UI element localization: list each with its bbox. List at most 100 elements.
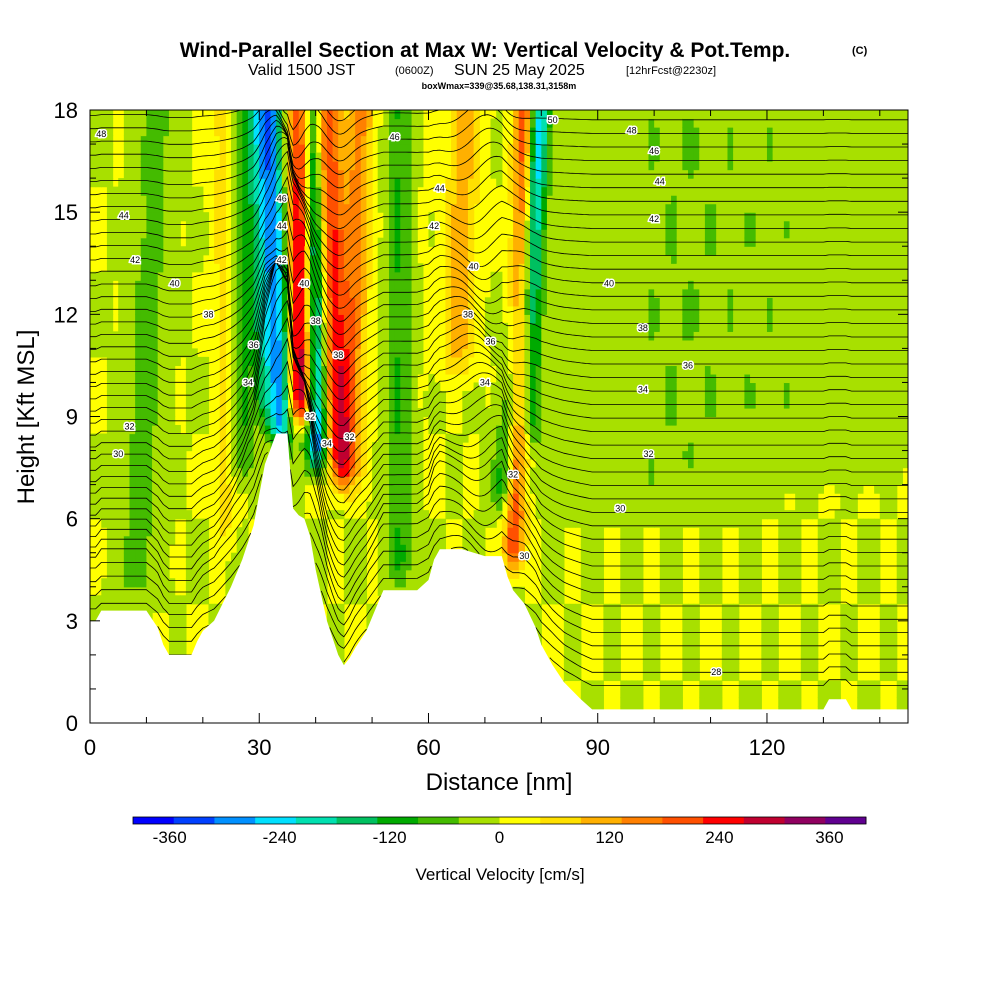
velocity-cell: [343, 212, 351, 222]
velocity-cell: [106, 501, 114, 511]
velocity-cell: [422, 510, 430, 520]
velocity-cell: [597, 493, 604, 503]
velocity-cell: [625, 348, 633, 358]
velocity-cell: [123, 578, 131, 588]
velocity-cell: [383, 127, 390, 137]
velocity-cell: [603, 118, 610, 128]
velocity-cell: [445, 280, 452, 290]
velocity-cell: [253, 229, 260, 239]
velocity-cell: [417, 271, 424, 281]
velocity-cell: [168, 433, 176, 443]
velocity-cell: [90, 314, 97, 324]
velocity-cell: [355, 459, 362, 469]
velocity-cell: [479, 407, 486, 418]
velocity-cell: [163, 527, 170, 537]
velocity-cell: [326, 348, 334, 358]
velocity-cell: [569, 229, 576, 239]
velocity-cell: [236, 442, 243, 452]
velocity-cell: [563, 510, 571, 520]
velocity-cell: [315, 527, 322, 537]
velocity-cell: [152, 535, 159, 545]
velocity-cell: [422, 399, 430, 409]
velocity-cell: [349, 135, 356, 145]
velocity-cell: [569, 373, 576, 384]
velocity-cell: [180, 305, 187, 315]
velocity-cell: [293, 305, 300, 315]
velocity-cell: [90, 331, 97, 341]
velocity-cell: [501, 407, 509, 418]
velocity-cell: [563, 322, 571, 332]
velocity-cell: [253, 442, 260, 452]
velocity-cell: [310, 110, 317, 120]
velocity-cell: [530, 467, 537, 477]
velocity-cell: [563, 203, 571, 213]
velocity-cell: [287, 339, 294, 349]
velocity-cell: [490, 407, 497, 418]
velocity-cell: [259, 246, 266, 256]
velocity-cell: [490, 356, 497, 367]
velocity-cell: [253, 373, 260, 384]
velocity-cell: [95, 467, 102, 477]
velocity-cell: [586, 535, 593, 545]
velocity-cell: [394, 135, 401, 145]
velocity-cell: [349, 476, 356, 486]
velocity-cell: [530, 390, 537, 401]
velocity-cell: [140, 161, 148, 171]
velocity-cell: [247, 399, 255, 409]
velocity-cell: [123, 561, 131, 571]
velocity-cell: [315, 348, 322, 358]
velocity-cell: [552, 288, 559, 298]
velocity-cell: [467, 237, 475, 247]
velocity-cell: [535, 510, 542, 520]
velocity-cell: [140, 603, 148, 613]
velocity-cell: [620, 407, 627, 418]
velocity-cell: [90, 118, 97, 128]
velocity-cell: [445, 365, 452, 375]
velocity-cell: [152, 263, 159, 273]
velocity-cell: [400, 118, 407, 128]
velocity-cell: [513, 331, 520, 341]
velocity-cell: [163, 339, 170, 349]
velocity-cell: [135, 212, 142, 222]
velocity-cell: [118, 586, 125, 596]
velocity-cell: [394, 373, 401, 384]
velocity-cell: [411, 476, 418, 486]
velocity-cell: [152, 237, 159, 247]
velocity-cell: [400, 535, 407, 545]
velocity-cell: [168, 237, 176, 247]
velocity-cell: [349, 561, 356, 571]
velocity-cell: [496, 178, 503, 188]
velocity-cell: [231, 314, 238, 324]
velocity-cell: [575, 144, 582, 154]
velocity-cell: [157, 407, 164, 418]
velocity-cell: [417, 280, 424, 290]
velocity-cell: [304, 297, 311, 307]
velocity-cell: [524, 254, 531, 264]
velocity-cell: [343, 305, 351, 315]
velocity-cell: [315, 390, 322, 401]
velocity-cell: [355, 373, 362, 384]
velocity-cell: [592, 322, 599, 332]
velocity-cell: [541, 527, 548, 537]
velocity-cell: [535, 493, 542, 503]
velocity-cell: [101, 484, 108, 494]
velocity-cell: [197, 254, 204, 264]
velocity-cell: [377, 552, 384, 562]
velocity-cell: [287, 135, 294, 145]
velocity-cell: [388, 339, 396, 349]
velocity-cell: [95, 459, 102, 469]
velocity-cell: [349, 237, 356, 247]
velocity-cell: [569, 510, 576, 520]
velocity-cell: [242, 212, 249, 222]
velocity-cell: [95, 161, 102, 171]
velocity-cell: [462, 169, 469, 179]
velocity-cell: [625, 288, 633, 298]
velocity-cell: [315, 186, 322, 196]
velocity-cell: [558, 110, 565, 120]
velocity-cell: [541, 280, 548, 290]
velocity-cell: [473, 535, 480, 545]
velocity-cell: [411, 246, 418, 256]
velocity-cell: [501, 425, 509, 435]
velocity-cell: [575, 390, 582, 401]
velocity-cell: [236, 356, 243, 367]
